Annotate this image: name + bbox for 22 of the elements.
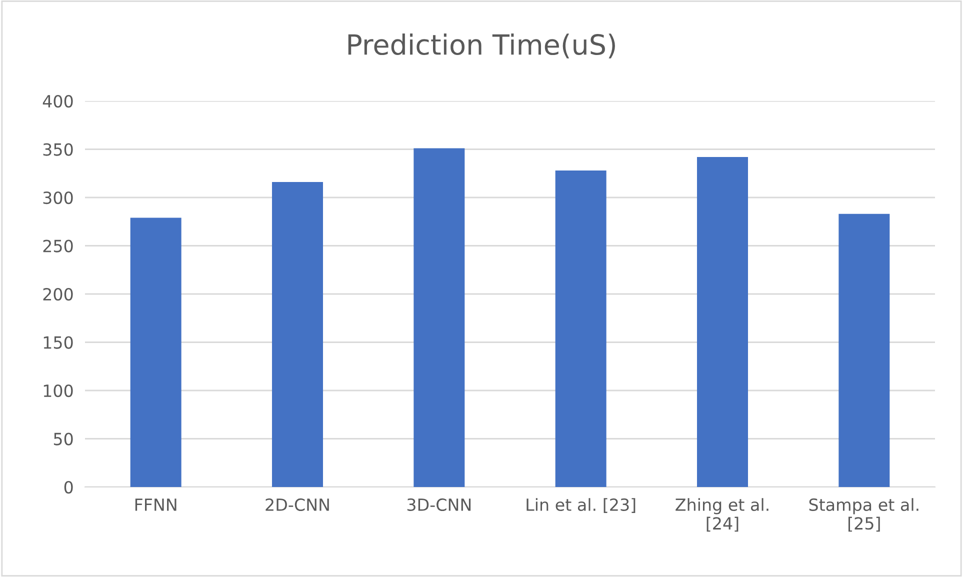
bar [838,214,890,487]
y-tick-label: 200 [43,288,73,301]
x-tick-label: Zhing et al. [24] [676,498,768,532]
y-tick-label: 350 [43,143,73,156]
bar [130,218,182,487]
bar [414,148,465,487]
bar [272,182,323,487]
x-tick-label: 3D-CNN [407,498,471,512]
y-tick-label: 300 [43,191,73,204]
y-tick-label: 400 [42,94,73,108]
x-tick-label: Stampa et al. [25] [809,498,918,532]
y-tick-label: 100 [44,384,73,398]
chart-title: Prediction Time(uS) [348,34,615,58]
y-tick-label: 150 [44,336,73,349]
bar [697,156,748,487]
x-tick-label: 2D-CNN [266,498,329,512]
y-tick-label: 250 [43,240,73,252]
x-tick-label: FFNN [135,498,176,511]
y-tick-label: 50 [54,432,73,446]
y-tick-label: 0 [64,480,73,494]
x-tick-label: Lin et al. [23] [526,498,636,513]
bar [555,170,606,487]
